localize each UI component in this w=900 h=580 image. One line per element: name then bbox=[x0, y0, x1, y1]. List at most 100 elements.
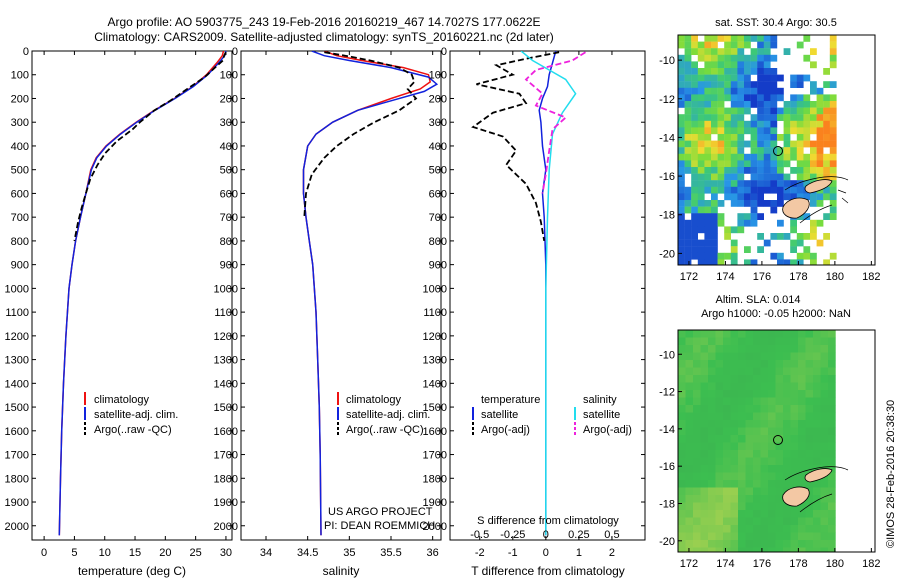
sst-cell bbox=[790, 219, 797, 227]
sla-cell bbox=[790, 412, 799, 421]
sst-cell bbox=[763, 41, 771, 49]
sla-cell bbox=[790, 450, 799, 458]
fiji-viti-levu bbox=[782, 197, 810, 219]
sst-cell bbox=[829, 147, 837, 154]
sst-cell bbox=[684, 114, 692, 121]
sst-cell bbox=[684, 94, 692, 102]
sla-cell bbox=[715, 427, 724, 436]
sst-cell bbox=[678, 180, 685, 187]
sla-cell bbox=[783, 442, 791, 451]
sst-cell bbox=[770, 233, 778, 240]
sla-cell bbox=[768, 495, 776, 503]
sst-cell bbox=[783, 127, 791, 135]
sla-cell bbox=[805, 352, 814, 361]
sla-cell bbox=[678, 412, 686, 421]
sst-cell bbox=[744, 153, 751, 161]
sst-cell bbox=[803, 213, 811, 220]
sla-cell bbox=[738, 337, 746, 346]
sla-cell bbox=[678, 420, 686, 428]
sla-cell bbox=[715, 547, 724, 552]
sla-cell bbox=[715, 442, 724, 451]
sst-cell bbox=[691, 74, 698, 82]
sla-cell bbox=[828, 337, 836, 346]
sst-cell bbox=[691, 160, 698, 168]
sst-cell bbox=[711, 252, 718, 260]
sla-cell bbox=[790, 330, 799, 338]
sla-cell bbox=[685, 540, 694, 548]
sla-cell bbox=[820, 382, 829, 391]
sla-cell bbox=[723, 487, 731, 496]
sst-cell bbox=[691, 140, 698, 148]
sla-cell bbox=[805, 540, 814, 548]
sst-cell bbox=[711, 101, 718, 108]
sla-cell bbox=[685, 532, 694, 541]
lat-tick-label: -10 bbox=[659, 55, 675, 67]
sst-cell bbox=[684, 160, 692, 168]
sst-cell bbox=[744, 160, 751, 168]
sla-cell bbox=[730, 525, 739, 533]
sst-cell bbox=[697, 186, 705, 194]
sst-cell bbox=[777, 74, 784, 82]
sst-cell bbox=[796, 259, 804, 265]
sst-cell bbox=[691, 226, 698, 234]
sst-cell bbox=[816, 94, 824, 102]
sst-cell bbox=[783, 193, 791, 201]
series-line-temperature-argo-adj bbox=[471, 51, 560, 242]
sst-cell bbox=[810, 147, 817, 154]
depth-tick-label: 500 bbox=[220, 165, 238, 177]
sst-cell bbox=[750, 219, 758, 227]
float-marker bbox=[773, 146, 783, 156]
lon-tick-label: 174 bbox=[716, 271, 734, 283]
sst-cell bbox=[724, 147, 731, 154]
sst-cell bbox=[724, 226, 731, 234]
sla-cell bbox=[685, 345, 694, 353]
temperature-x-ticks: 0 5 10 15 20 25 30 bbox=[41, 51, 232, 559]
sla-cell bbox=[783, 472, 791, 481]
depth-tick-label: 0 bbox=[441, 46, 447, 58]
sla-cell bbox=[723, 502, 731, 511]
sst-cell bbox=[777, 134, 784, 141]
sst-cell bbox=[737, 35, 745, 42]
sst-cell bbox=[691, 246, 698, 253]
sst-cell bbox=[744, 94, 751, 102]
sla-cell bbox=[783, 360, 791, 368]
sst-cell bbox=[684, 74, 692, 82]
sst-cell bbox=[757, 114, 764, 121]
sla-cell bbox=[708, 412, 716, 421]
sst-cell bbox=[678, 153, 685, 161]
sla-cell bbox=[685, 510, 694, 518]
sst-cell bbox=[730, 120, 738, 128]
sst-cell bbox=[763, 186, 771, 194]
sla-cell bbox=[805, 337, 814, 346]
sla-cell bbox=[678, 547, 686, 552]
sst-cell bbox=[770, 206, 778, 214]
sla-cell bbox=[805, 360, 814, 368]
sla-cell bbox=[700, 412, 709, 421]
sla-cell bbox=[820, 510, 829, 518]
sla-cell bbox=[700, 375, 709, 383]
sst-cell bbox=[777, 173, 784, 181]
sla-cell bbox=[790, 525, 799, 533]
sla-cell bbox=[700, 367, 709, 376]
sst-cell bbox=[796, 94, 804, 102]
sst-cell bbox=[829, 94, 837, 102]
sst-cell bbox=[678, 101, 685, 108]
sla-cell bbox=[768, 435, 776, 443]
sla-cell bbox=[805, 480, 814, 488]
sla-cell bbox=[738, 427, 746, 436]
sst-cell bbox=[823, 127, 830, 135]
sst-cell bbox=[711, 193, 718, 201]
sst-cell bbox=[730, 246, 738, 253]
sst-cell bbox=[750, 160, 758, 168]
sst-cell bbox=[777, 200, 784, 207]
legend-label-satellite: satellite-adj. clim. bbox=[94, 409, 178, 421]
x-tick-label: 35 bbox=[343, 547, 355, 559]
sst-cell bbox=[724, 81, 731, 88]
sla-cell bbox=[775, 502, 784, 511]
sst-cell bbox=[730, 239, 738, 247]
sst-cell bbox=[803, 140, 811, 148]
sst-cell bbox=[717, 68, 725, 75]
sst-cell bbox=[796, 134, 804, 141]
sla-cell bbox=[828, 360, 836, 368]
sla-cell bbox=[805, 420, 814, 428]
